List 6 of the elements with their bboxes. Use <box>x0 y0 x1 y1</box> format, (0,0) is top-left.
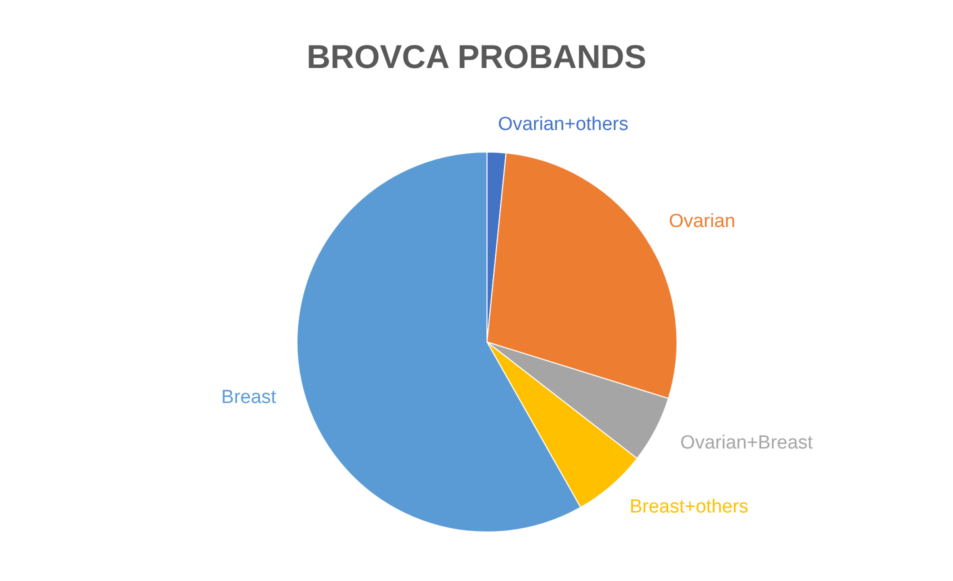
slice-label: Ovarian <box>668 211 736 232</box>
slice-label: Ovarian+others <box>498 114 628 135</box>
slice-label: Breast+others <box>630 496 748 518</box>
chart-title: BROVCA PROBANDS <box>306 38 648 76</box>
slice-label: Breast <box>221 387 277 408</box>
slice-label: Ovarian+Breast <box>680 432 814 454</box>
